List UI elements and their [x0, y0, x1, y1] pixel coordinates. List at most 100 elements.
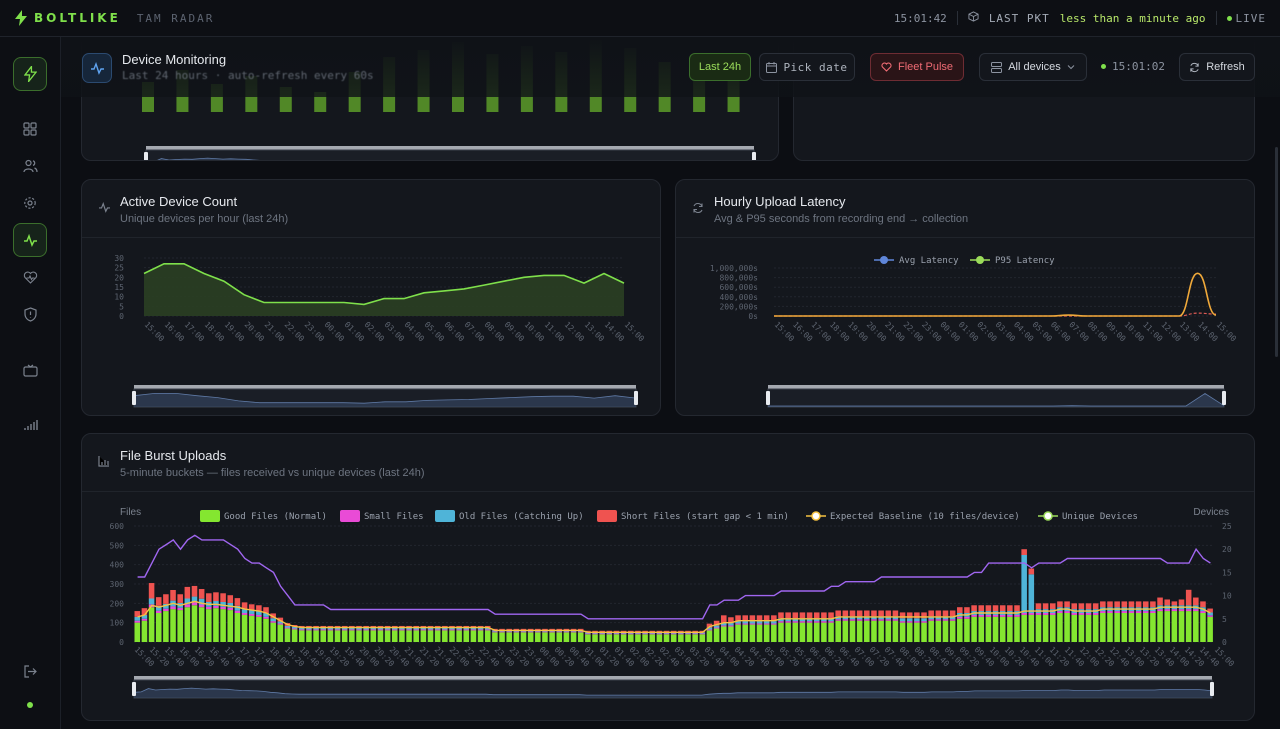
brand-logo[interactable]: BOLTLIKE — [14, 10, 121, 26]
bar-segment — [756, 621, 763, 624]
bar-segment — [692, 630, 698, 633]
bar-segment — [628, 630, 634, 633]
main-content[interactable]: Active Device Count Unique devices per h… — [61, 37, 1280, 729]
bar-segment — [964, 618, 970, 642]
bar-segment — [899, 621, 906, 623]
bar-segment — [1171, 611, 1178, 642]
bar-segment — [1178, 609, 1185, 612]
bar-segment — [434, 629, 441, 631]
y-tick-label: 0s — [748, 312, 758, 321]
x-tick-label: 02:00 — [363, 320, 387, 344]
bar-segment — [921, 621, 927, 623]
bar-segment — [806, 622, 813, 642]
sidebar-item-tv[interactable] — [13, 353, 47, 387]
bar-segment — [842, 616, 849, 620]
bar-segment — [163, 608, 169, 612]
bar-segment — [792, 621, 799, 623]
x-tick-label: 04:00 — [403, 320, 427, 344]
devices-select[interactable]: All devices — [979, 53, 1087, 81]
bar-segment — [971, 614, 977, 617]
bar-segment — [134, 611, 141, 617]
bar-segment — [921, 612, 927, 619]
bar-segment — [599, 630, 605, 633]
y-tick-label: 300 — [110, 580, 125, 589]
bar-segment — [642, 630, 648, 633]
x-tick-label: 18:00 — [203, 320, 227, 344]
card-subtitle: 5-minute buckets — files received vs uni… — [120, 467, 425, 479]
bar-segment — [620, 630, 627, 633]
y-tick-label: 400,000s — [719, 293, 758, 302]
bar-segment — [749, 621, 756, 624]
bar-segment — [1071, 614, 1078, 642]
bar-segment — [914, 622, 920, 642]
bar-segment — [706, 623, 713, 628]
legend-label: P95 Latency — [995, 256, 1055, 266]
bar-segment — [821, 622, 827, 642]
app-subtitle: TAM RADAR — [136, 11, 215, 25]
bar-segment — [1035, 613, 1042, 615]
bar-segment — [1135, 613, 1142, 642]
bar-segment — [227, 607, 234, 611]
bar-segment — [1085, 613, 1092, 615]
bar-segment — [513, 632, 520, 642]
bar-segment — [763, 615, 770, 622]
x-tick-label: 07:00 — [463, 320, 487, 344]
bar-segment — [878, 616, 884, 620]
bar-segment — [477, 627, 484, 630]
fleet-pulse-button[interactable]: Fleet Pulse — [870, 53, 964, 81]
bar-segment — [1128, 601, 1135, 608]
bar-segment — [1064, 611, 1070, 613]
bar-segment — [864, 620, 870, 642]
bar-segment — [320, 630, 327, 642]
bar-segment — [463, 630, 470, 642]
bar-segment — [878, 620, 884, 642]
divider — [956, 11, 958, 25]
x-tick-label: 09:00 — [503, 320, 527, 344]
bar-segment — [871, 616, 877, 620]
sidebar-item-settings[interactable] — [13, 186, 47, 220]
legend-label: Good Files (Normal) — [224, 512, 327, 522]
bar-segment — [213, 608, 219, 642]
range-last-24h-button[interactable]: Last 24h — [689, 53, 751, 81]
refresh-button[interactable]: Refresh — [1179, 53, 1255, 81]
date-label: Pick date — [783, 60, 848, 74]
bar-segment — [291, 626, 298, 629]
bar-segment — [1064, 601, 1070, 608]
bar-segment — [134, 616, 141, 621]
page-scrollbar[interactable] — [1275, 147, 1278, 357]
sidebar-item-logout[interactable] — [13, 654, 47, 688]
bar-segment — [320, 627, 327, 630]
bar-segment — [513, 628, 520, 631]
sidebar-item-health[interactable] — [13, 260, 47, 294]
bar-segment — [227, 595, 234, 603]
bar-segment — [792, 612, 799, 619]
bar-segment — [1092, 614, 1099, 642]
bar-segment — [399, 627, 405, 630]
pick-date-button[interactable]: Pick date — [759, 53, 855, 81]
y-tick-label: 600 — [110, 522, 125, 531]
bar-segment — [141, 618, 148, 621]
bar-segment — [377, 629, 384, 631]
x-tick-label: 05:00 — [423, 320, 447, 344]
bar-segment — [778, 622, 784, 642]
bar-segment — [799, 612, 806, 619]
bar-segment — [756, 615, 763, 622]
zoom-handle-bar — [134, 676, 1212, 680]
x-tick-label: 06:00 — [443, 320, 467, 344]
activity-icon — [23, 233, 37, 247]
bar-segment — [928, 616, 934, 620]
bar-segment — [992, 614, 999, 617]
sidebar-item-activity[interactable] — [13, 223, 47, 257]
sidebar-item-users[interactable] — [13, 149, 47, 183]
y-tick-label: 0 — [119, 312, 124, 321]
bar-segment — [842, 619, 849, 621]
bar-segment — [256, 614, 262, 617]
sidebar-logo-button[interactable] — [13, 57, 47, 91]
sidebar-item-dashboard[interactable] — [13, 112, 47, 146]
x-tick-label: 16:00 — [163, 320, 187, 344]
bar-segment — [756, 623, 763, 625]
sidebar-item-signal[interactable] — [13, 408, 47, 442]
refresh-icon — [1190, 62, 1199, 72]
bar-segment — [334, 627, 341, 630]
sidebar-item-security[interactable] — [13, 297, 47, 331]
